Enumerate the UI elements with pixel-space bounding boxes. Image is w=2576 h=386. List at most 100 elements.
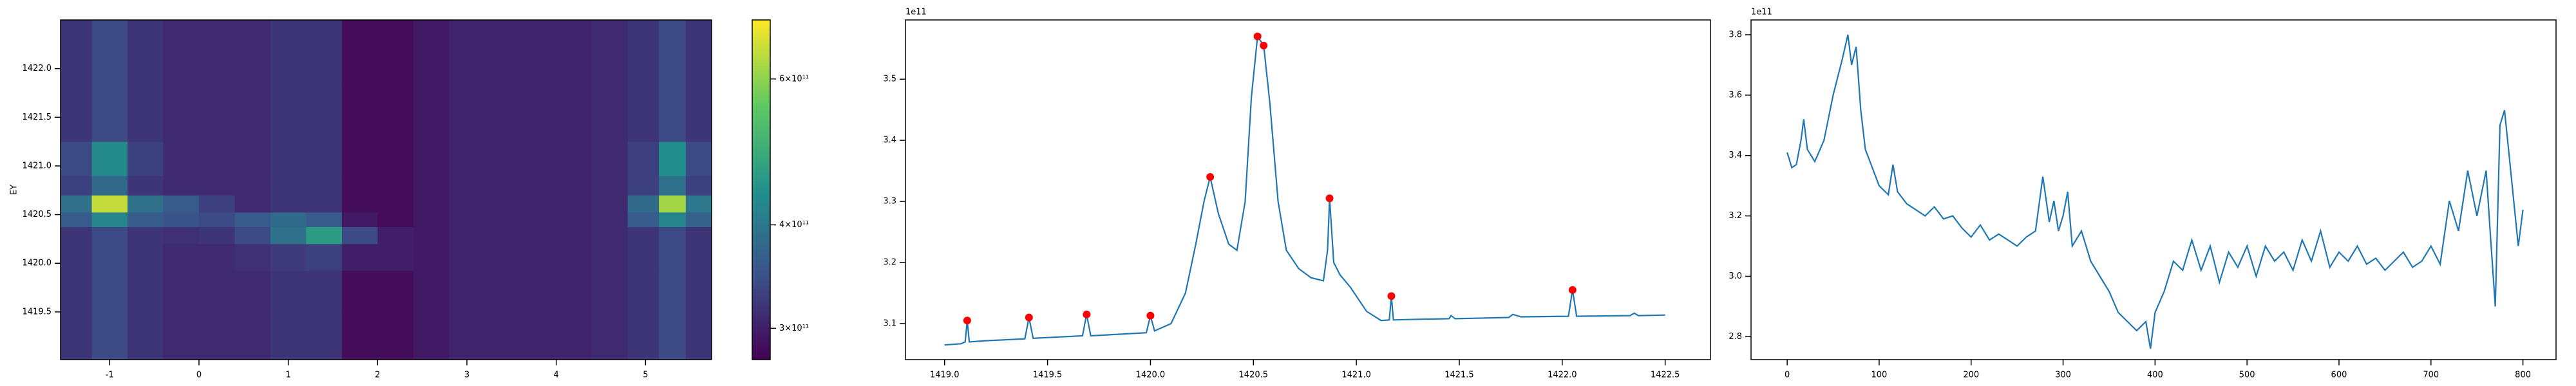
- heatmap-cell: [627, 311, 659, 360]
- colorbar-segment: [752, 317, 770, 320]
- heatmap-cell: [685, 212, 712, 227]
- colorbar-segment: [752, 34, 770, 37]
- colorbar-segment: [752, 152, 770, 156]
- heatmap-cell: [198, 226, 235, 244]
- x-tick-label: 1422.5: [1651, 371, 1680, 380]
- colorbar-segment: [752, 326, 770, 329]
- colorbar-segment: [752, 20, 770, 23]
- colorbar-segment: [752, 271, 770, 275]
- heatmap-cell: [556, 243, 592, 271]
- x-tick-label: 500: [2239, 371, 2255, 380]
- colorbar-segment: [752, 48, 770, 51]
- heatmap-cell: [520, 176, 557, 196]
- heatmap-cell: [91, 176, 128, 196]
- colorbar-segment: [752, 73, 770, 77]
- heatmap-cell: [270, 212, 307, 227]
- heatmap-cell: [685, 243, 712, 271]
- heatmap-cell: [234, 270, 271, 313]
- x-tick-label: 1420.0: [1136, 371, 1166, 380]
- heatmap-cell: [556, 142, 592, 176]
- heatmap-cell: [449, 243, 486, 271]
- heatmap-cell: [91, 195, 128, 213]
- colorbar-segment: [752, 42, 770, 46]
- colorbar-segment: [752, 351, 770, 354]
- heatmap-cell: [413, 83, 450, 142]
- heatmap-cell: [627, 176, 659, 196]
- heatmap-cell: [685, 226, 712, 244]
- heatmap-cell: [413, 142, 450, 176]
- axes-frame: [60, 19, 712, 360]
- offset-text: 1e11: [905, 8, 927, 17]
- heatmap-cell: [556, 226, 592, 244]
- heatmap-cell: [198, 176, 235, 196]
- heatmap-cell: [449, 311, 486, 360]
- colorbar-segment: [752, 113, 770, 117]
- heatmap-cell: [659, 226, 687, 244]
- heatmap-cell: [270, 243, 307, 271]
- heatmap-cell: [234, 83, 271, 142]
- y-tick-label: 2.8: [1728, 332, 1742, 342]
- colorbar-segment: [752, 85, 770, 89]
- colorbar-segment: [752, 82, 770, 86]
- y-tick-label: 3.2: [1728, 211, 1742, 221]
- heatmap-cell: [61, 226, 93, 244]
- colorbar-segment: [752, 201, 770, 205]
- heatmap-cell: [413, 226, 450, 244]
- colorbar-segment: [752, 105, 770, 108]
- heatmap-cell: [659, 270, 687, 313]
- colorbar-segment: [752, 110, 770, 114]
- peak-marker: [1025, 313, 1033, 322]
- colorbar-segment: [752, 303, 770, 306]
- y-tick-label: 3.2: [883, 258, 896, 268]
- heatmap-cell: [61, 212, 93, 227]
- heatmap-cell: [556, 311, 592, 360]
- heatmap-cell: [306, 270, 343, 313]
- x-tick-label: 2: [375, 371, 380, 380]
- colorbar-segment: [752, 45, 770, 49]
- colorbar-segment: [752, 306, 770, 309]
- colorbar-segment: [752, 178, 770, 182]
- y-axis-label: EY: [10, 185, 19, 195]
- colorbar-segment: [752, 300, 770, 304]
- data-line: [944, 34, 1665, 346]
- colorbar-segment: [752, 53, 770, 57]
- heatmap-cell: [128, 311, 164, 360]
- colorbar-segment: [752, 142, 770, 145]
- y-tick-label: 3.1: [883, 318, 896, 328]
- heatmap-cell: [270, 270, 307, 313]
- colorbar-segment: [752, 328, 770, 332]
- x-tick-label: 3: [464, 371, 469, 380]
- colorbar-segment: [752, 283, 770, 287]
- colorbar-segment: [752, 23, 770, 26]
- heatmap-cell: [270, 20, 307, 84]
- heatmap-cell: [627, 270, 659, 313]
- heatmap-cell: [449, 142, 486, 176]
- heatmap-cell: [341, 311, 378, 360]
- heatmap-cell: [163, 311, 200, 360]
- heatmap-cell: [198, 212, 235, 227]
- colorbar-segment: [752, 87, 770, 91]
- heatmap-cell: [91, 142, 128, 176]
- y-tick-label: 1421.5: [23, 113, 52, 122]
- heatmap-cell: [556, 212, 592, 227]
- heatmap-cell: [163, 212, 200, 227]
- heatmap-cell: [627, 212, 659, 227]
- heatmap-cell: [128, 142, 164, 176]
- heatmap-cell: [685, 311, 712, 360]
- colorbar-segment: [752, 320, 770, 324]
- heatmap-cell: [413, 20, 450, 84]
- x-tick-label: -1: [106, 371, 114, 380]
- heatmap-cell: [377, 20, 414, 84]
- heatmap-cell: [556, 20, 592, 84]
- heatmap-cell: [306, 311, 343, 360]
- x-tick-label: 5: [643, 371, 648, 380]
- x-tick-label: 800: [2515, 371, 2531, 380]
- heatmap-cell: [484, 311, 521, 360]
- heatmap-cell: [377, 176, 414, 196]
- heatmap-cell: [685, 176, 712, 196]
- heatmap-cell: [592, 20, 629, 84]
- heatmap-cell: [413, 195, 450, 213]
- colorbar-segment: [752, 255, 770, 259]
